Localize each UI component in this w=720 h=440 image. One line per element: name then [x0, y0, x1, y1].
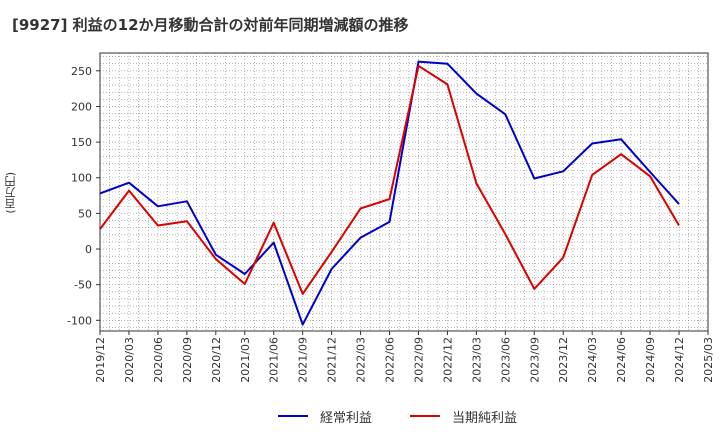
legend: 経常利益 当期純利益 — [0, 404, 720, 428]
x-tick-label: 2020/03 — [123, 337, 136, 383]
y-axis: -100 -50 0 50 100 150 200 250 — [67, 65, 100, 327]
series-line-junri-eki — [99, 64, 680, 295]
x-tick-label: 2022/06 — [384, 337, 397, 383]
legend-item-junri: 当期純利益 — [410, 404, 517, 428]
y-tick-label: 100 — [71, 172, 92, 185]
chart-title: [9927] 利益の12か月移動合計の対前年同期増減額の推移 — [12, 16, 409, 34]
x-tick-label: 2021/06 — [268, 337, 281, 383]
x-tick-label: 2020/09 — [181, 337, 194, 383]
legend-swatch-keijo — [278, 415, 308, 417]
legend-label-junri: 当期純利益 — [452, 410, 518, 426]
x-tick-label: 2024/06 — [615, 337, 628, 383]
legend-swatch-junri — [410, 415, 440, 417]
y-tick-label: 50 — [78, 207, 92, 220]
x-tick-label: 2020/06 — [152, 337, 165, 383]
series-lines — [99, 60, 680, 326]
x-tick-label: 2022/09 — [412, 337, 425, 383]
x-tick-label: 2021/12 — [326, 337, 339, 383]
y-tick-label: 150 — [71, 136, 92, 149]
y-tick-label: -50 — [74, 279, 92, 292]
plot-border — [99, 52, 709, 332]
x-tick-label: 2024/12 — [673, 337, 686, 383]
x-tick-label: 2023/06 — [499, 337, 512, 383]
legend-item-keijo: 経常利益 — [278, 404, 372, 428]
x-tick-label: 2022/12 — [441, 337, 454, 383]
x-tick-label: 2019/12 — [94, 337, 107, 383]
x-tick-label: 2024/03 — [586, 337, 599, 383]
x-tick-label: 2021/09 — [297, 337, 310, 383]
series-line-keijo-rieki — [99, 60, 680, 326]
y-tick-label: 250 — [71, 65, 92, 78]
y-tick-label: 200 — [71, 100, 92, 113]
x-tick-label: 2023/03 — [470, 337, 483, 383]
x-tick-label: 2020/12 — [210, 337, 223, 383]
x-tick-label: 2024/09 — [644, 337, 657, 383]
legend-label-keijo: 経常利益 — [320, 410, 373, 426]
x-axis: 2019/12 2020/03 2020/06 2020/09 2020/12 2021/… — [94, 331, 715, 383]
x-tick-label: 2025/03 — [702, 337, 715, 383]
x-tick-label: 2021/03 — [239, 337, 252, 383]
y-tick-label: 0 — [85, 243, 92, 256]
x-tick-label: 2022/03 — [355, 337, 368, 383]
grid-lines — [100, 53, 708, 331]
y-tick-label: -100 — [67, 314, 92, 327]
x-tick-label: 2023/09 — [528, 337, 541, 383]
x-tick-label: 2023/12 — [557, 337, 570, 383]
